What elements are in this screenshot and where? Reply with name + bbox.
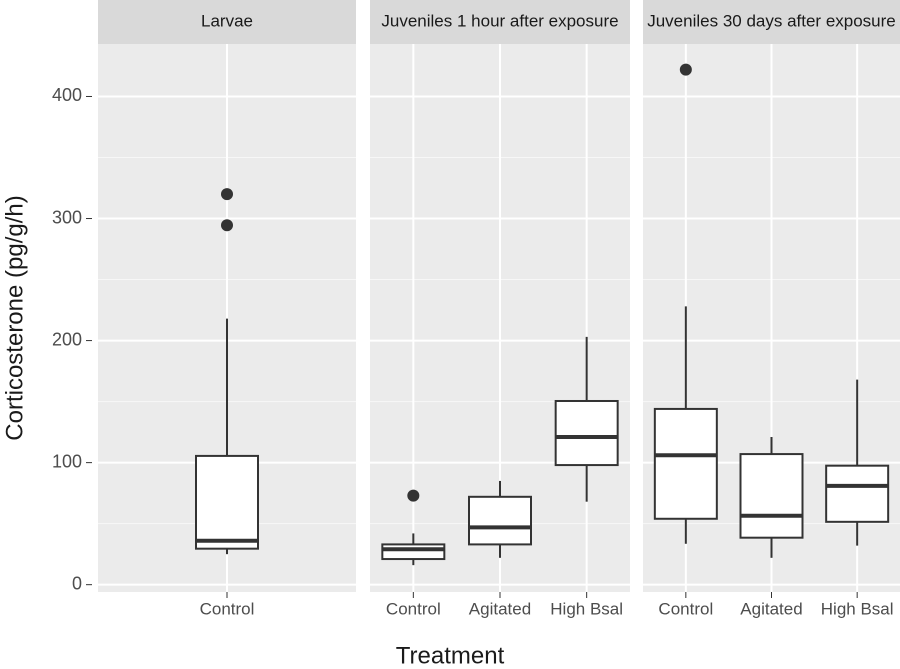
box	[554, 399, 619, 467]
x-axis-title: Treatment	[396, 642, 505, 669]
x-tick-label: High Bsal	[550, 599, 623, 618]
box	[381, 543, 446, 561]
y-tick-label: 0	[72, 573, 82, 593]
y-tick-label: 400	[52, 85, 82, 105]
strip	[370, 0, 630, 44]
box	[653, 407, 718, 520]
box	[739, 453, 804, 539]
box	[825, 464, 890, 523]
y-tick-label: 300	[52, 207, 82, 227]
box	[195, 454, 259, 550]
y-tick-label: 200	[52, 329, 82, 349]
x-tick-label: Control	[386, 599, 441, 618]
strip-label: Juveniles 1 hour after exposure	[381, 11, 618, 30]
outlier	[221, 219, 233, 232]
y-tick-label: 100	[52, 451, 82, 471]
outlier	[407, 489, 420, 502]
strip-label: Larvae	[201, 11, 253, 30]
x-tick-label: High Bsal	[821, 599, 894, 618]
x-tick-label: Agitated	[740, 599, 802, 618]
y-axis-title: Corticosterone (pg/g/h)	[1, 195, 28, 440]
strip-label: Juveniles 30 days after exposure	[647, 11, 896, 30]
strip	[98, 0, 356, 44]
box	[468, 495, 532, 546]
outlier	[221, 188, 233, 201]
outlier	[679, 63, 692, 76]
x-tick-label: Control	[658, 599, 713, 618]
strip	[643, 0, 900, 44]
x-tick-label: Control	[200, 599, 255, 618]
x-tick-label: Agitated	[469, 599, 531, 618]
